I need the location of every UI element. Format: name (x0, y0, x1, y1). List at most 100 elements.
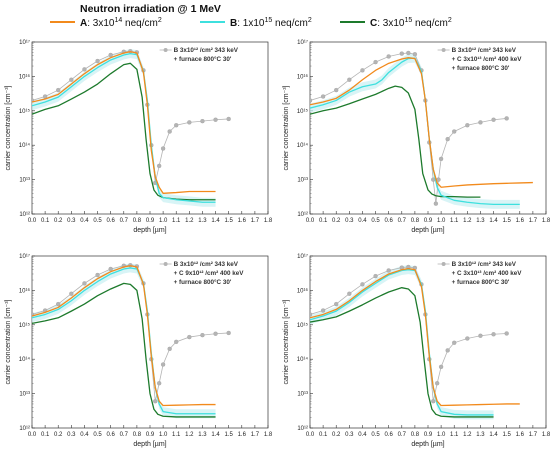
annotation-line: B 3x10¹² /cm² 343 keV (174, 47, 239, 54)
x-tick-label: 1.4 (489, 218, 498, 224)
x-tick-label: 1.7 (529, 218, 538, 224)
x-tick-label: 0.5 (93, 218, 102, 224)
series-reference-point (504, 116, 509, 121)
series-reference-point (200, 119, 205, 124)
annotation-line: + C 3x10¹³ /cm² 400 keV (452, 56, 523, 63)
series-reference-point (82, 67, 87, 72)
x-tick-label: 1.7 (529, 432, 538, 438)
chart-panel-3: 10¹² 10¹³ 10¹⁴ 10¹⁵ 10¹⁶ 10¹⁷ 0.0 0.1 0.2 0.3 0.4 0… (5, 253, 273, 448)
annotation-line: B 3x10¹² /cm² 343 keV (452, 47, 517, 54)
x-tick-label: 0.1 (319, 218, 328, 224)
x-tick-label: 0.4 (358, 432, 367, 438)
legend-unit-exp-a: 2 (158, 17, 162, 24)
series-reference-point (56, 301, 61, 307)
legend-exp-a: 14 (114, 17, 122, 24)
x-tick-label: 1.3 (198, 218, 207, 224)
y-tick-label: 10¹⁴ (19, 142, 31, 149)
series-reference-point (360, 282, 365, 287)
y-tick-label: 10¹⁵ (297, 322, 309, 329)
series-reference-point (465, 336, 470, 341)
series-reference-point (108, 266, 113, 272)
y-tick-label: 10¹³ (297, 392, 308, 398)
x-tick-label: 0.3 (345, 218, 354, 224)
series-reference-point (435, 381, 440, 386)
x-tick-label: 1.1 (450, 218, 459, 224)
series-reference-point (167, 129, 172, 134)
series-c-line (310, 85, 481, 198)
series-reference-point (95, 58, 100, 64)
annotation-marker (441, 48, 446, 52)
x-tick-label: 1.8 (264, 432, 273, 438)
series-reference-point (108, 52, 113, 58)
x-tick-label: 1.5 (224, 432, 233, 438)
legend-unit-b: neq/cm (272, 18, 308, 29)
annotation-line: + furnace 800°C 30' (174, 55, 232, 63)
plot-area (310, 50, 533, 209)
chart-panel-4: 10¹² 10¹³ 10¹⁴ 10¹⁵ 10¹⁶ 10¹⁷ 0.0 0.1 0.2 0.3 0.4 0… (283, 253, 550, 448)
y-axis-label: carrier concentration [cm⁻³] (283, 299, 290, 384)
x-tick-label: 0.0 (306, 218, 315, 224)
svg-text:C: 3x1015 neq/cm2: C: 3x1015 neq/cm2 (370, 17, 452, 29)
y-axis-label: carrier concentration [cm⁻³] (5, 85, 12, 170)
x-tick-label: 0.4 (80, 218, 89, 224)
x-tick-label: 0.3 (345, 432, 354, 438)
y-tick-label: 10¹⁷ (297, 39, 308, 46)
series-a-line (32, 51, 216, 194)
x-axis-label: depth [µm] (133, 227, 166, 234)
y-tick-label: 10¹² (297, 426, 308, 432)
x-tick-label: 1.5 (224, 218, 233, 224)
x-tick-label: 0.2 (54, 218, 63, 224)
series-reference-point (95, 272, 100, 278)
series-reference-point (160, 362, 166, 367)
legend-item-c: C: 3x1015 neq/cm2 (340, 17, 452, 29)
series-reference-point (167, 346, 172, 351)
y-tick-label: 10¹³ (297, 178, 308, 184)
chart-panel-1: 10¹² 10¹³ 10¹⁴ 10¹⁵ 10¹⁶ 10¹⁷ 0.0 0.1 0.2 0.3 0.4 0… (5, 39, 273, 234)
legend-text-c: : 3x10 (377, 18, 405, 29)
y-tick-label: 10¹² (19, 426, 30, 432)
legend-text-b: : 1x10 (237, 18, 265, 29)
y-tick-label: 10¹⁷ (297, 253, 308, 260)
x-tick-label: 1.0 (437, 432, 446, 438)
series-reference-point (347, 291, 352, 296)
series-reference-point (445, 136, 450, 142)
series-reference-point (69, 77, 74, 82)
x-tick-label: 1.4 (211, 432, 220, 438)
y-tick-label: 10¹⁵ (19, 322, 31, 329)
chart-panel-2: 10¹² 10¹³ 10¹⁴ 10¹⁵ 10¹⁶ 10¹⁷ 0.0 0.1 0.2 0.3 0.4 0… (283, 39, 550, 234)
y-tick-label: 10¹² (297, 212, 308, 218)
x-tick-label: 0.1 (41, 432, 50, 438)
series-reference-point (310, 98, 313, 103)
x-tick-label: 0.7 (398, 218, 407, 224)
x-tick-label: 0.1 (319, 432, 328, 438)
x-tick-label: 0.2 (332, 218, 341, 224)
series-reference-point (445, 348, 450, 353)
y-tick-label: 10¹⁶ (19, 287, 31, 294)
series-reference-point (504, 331, 509, 336)
x-axis-label: depth [µm] (411, 441, 444, 448)
series-reference-point (347, 77, 352, 82)
series-reference-point (187, 120, 192, 125)
x-tick-label: 0.8 (411, 218, 420, 224)
x-axis-label: depth [µm] (133, 441, 166, 448)
x-tick-label: 1.8 (542, 218, 550, 224)
annotation-marker (441, 262, 446, 266)
series-reference-point (406, 50, 411, 56)
series-reference-point (213, 331, 218, 336)
x-tick-label: 0.1 (41, 218, 50, 224)
series-c-line (310, 287, 494, 418)
x-tick-label: 0.9 (424, 218, 433, 224)
y-axis-label: carrier concentration [cm⁻³] (283, 85, 290, 170)
x-tick-label: 1.3 (476, 218, 485, 224)
legend-text-a: : 3x10 (87, 18, 115, 29)
x-tick-label: 0.0 (28, 218, 37, 224)
x-tick-label: 0.5 (371, 432, 380, 438)
x-tick-label: 1.7 (251, 218, 260, 224)
legend-item-b: B: 1x1015 neq/cm2 (200, 17, 312, 29)
x-tick-label: 1.4 (211, 218, 220, 224)
series-reference-point (431, 399, 436, 404)
annotation-line: + C 3x10¹³ /cm² 400 keV (452, 270, 523, 277)
series-reference-point (187, 334, 192, 340)
legend-key-a: A (80, 18, 87, 29)
